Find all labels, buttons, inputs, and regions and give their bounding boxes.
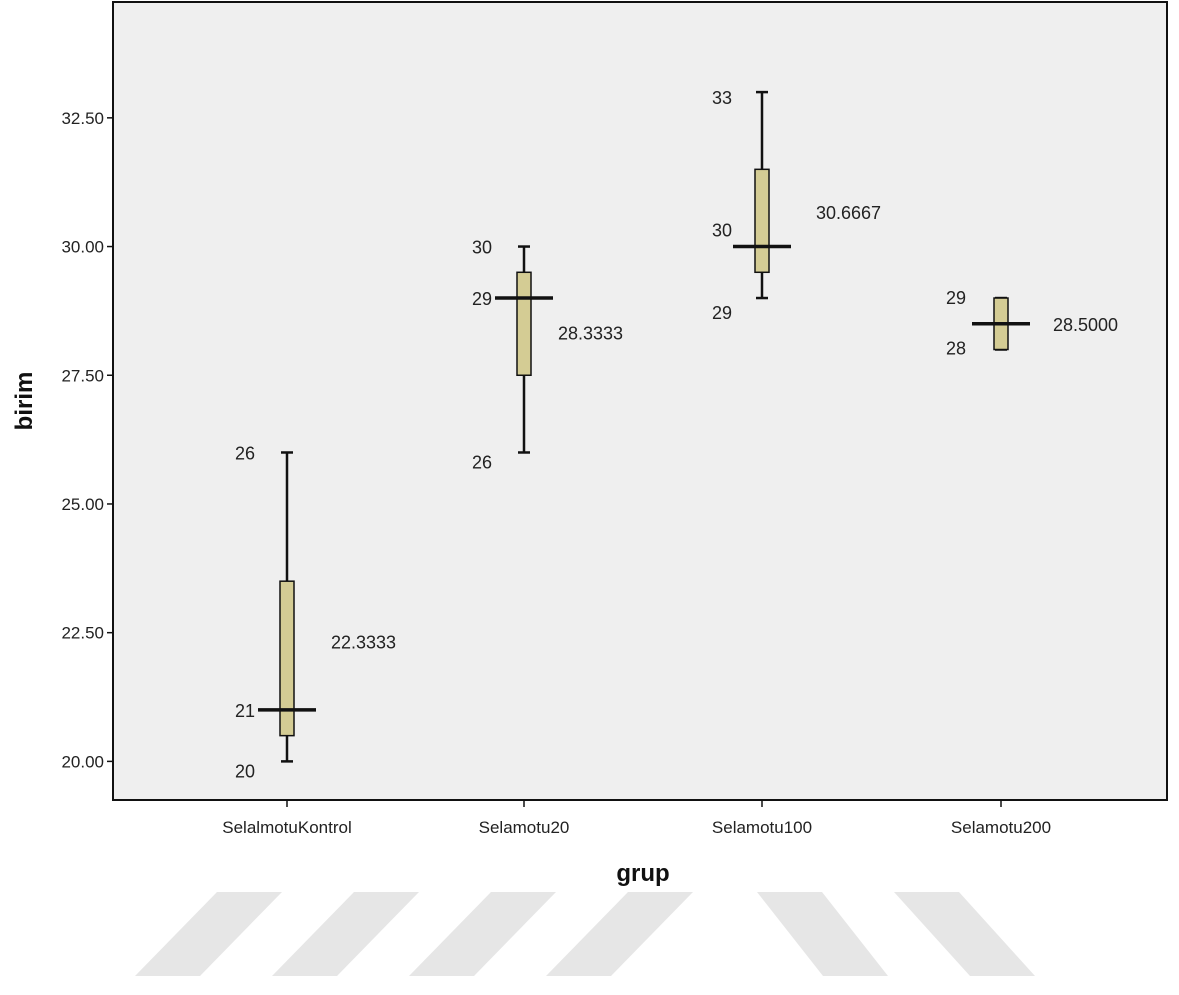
value-label: 29: [472, 289, 492, 309]
y-tick-label: 27.50: [61, 366, 104, 385]
value-label: 29: [712, 303, 732, 323]
y-tick-label: 30.00: [61, 238, 104, 257]
watermark-stripe: [894, 892, 1035, 976]
value-label: 20: [235, 761, 255, 781]
box-series: [258, 90, 1030, 763]
value-label: 26: [472, 452, 492, 472]
box-plot-group: [258, 451, 316, 763]
x-axis: SelalmotuKontrol Selamotu20 Selamotu100 Sel…: [222, 800, 1051, 837]
x-category-label: SelalmotuKontrol: [222, 818, 351, 837]
value-label: 26: [235, 443, 255, 463]
plot-area: [112, 1, 1168, 801]
watermark-stripe: [409, 892, 556, 976]
y-axis: 20.00 22.50 25.00 27.50 30.00 32.50: [61, 109, 113, 771]
x-category-label: Selamotu200: [951, 818, 1051, 837]
box-plot-group: [733, 90, 791, 300]
box-iqr: [279, 580, 295, 737]
box-iqr: [516, 271, 532, 377]
box-iqr: [754, 168, 770, 274]
watermark-stripe: [757, 892, 888, 976]
value-label: 21: [235, 701, 255, 721]
box-plot-group: [495, 245, 553, 454]
mean-value-label: 30.6667: [816, 203, 881, 223]
mean-value-label: 28.5000: [1053, 315, 1118, 335]
watermark-stripe: [546, 892, 693, 976]
y-axis-title: birim: [11, 372, 38, 431]
watermark-stripe: [135, 892, 282, 976]
value-annotations: 26 21 20 22.3333 30 29 26 28.3333 33 30 29 30.6667 2…: [235, 88, 1118, 781]
y-tick-label: 25.00: [61, 495, 104, 514]
value-label: 30: [472, 238, 492, 258]
y-tick-label: 20.00: [61, 752, 104, 771]
watermark: [135, 892, 1035, 976]
mean-value-label: 28.3333: [558, 323, 623, 343]
mean-value-label: 22.3333: [331, 632, 396, 652]
value-label: 28: [946, 339, 966, 359]
x-category-label: Selamotu100: [712, 818, 812, 837]
x-category-label: Selamotu20: [479, 818, 570, 837]
y-tick-label: 22.50: [61, 624, 104, 643]
value-label: 33: [712, 88, 732, 108]
y-tick-label: 32.50: [61, 109, 104, 128]
value-label: 29: [946, 288, 966, 308]
watermark-stripe: [272, 892, 419, 976]
value-label: 30: [712, 221, 732, 241]
box-plot-group: [972, 296, 1030, 351]
x-axis-title: grup: [616, 860, 669, 887]
